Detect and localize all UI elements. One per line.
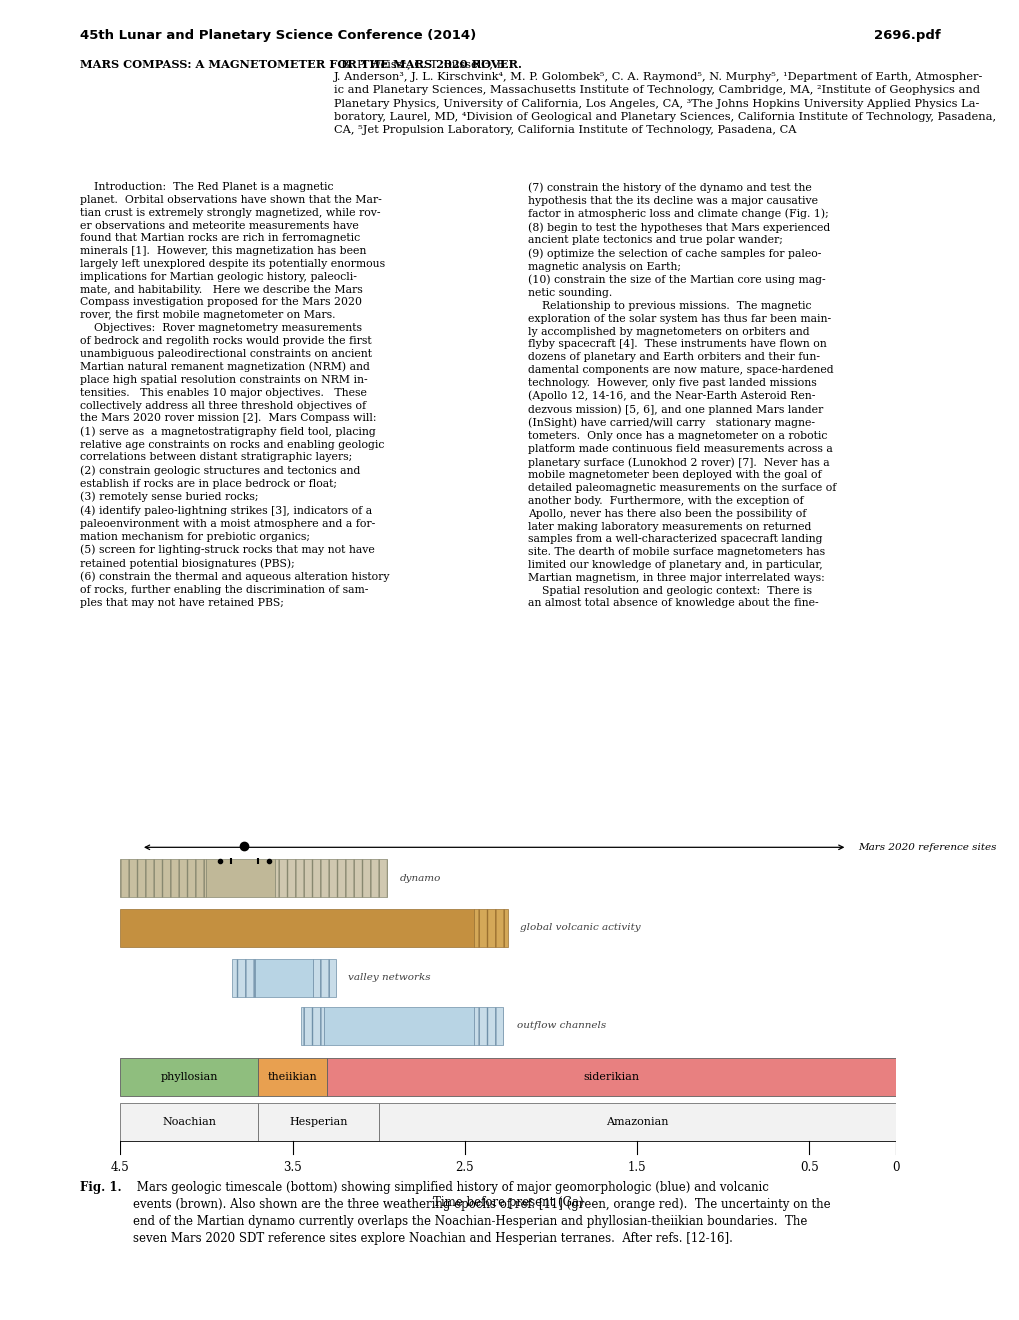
Text: siderikian: siderikian	[583, 1072, 639, 1082]
Bar	[120, 1104, 258, 1140]
Bar	[473, 909, 507, 946]
Text: 0.5: 0.5	[799, 1162, 818, 1175]
Bar	[473, 1007, 502, 1044]
Bar	[120, 909, 473, 946]
Text: 4.5: 4.5	[111, 1162, 129, 1175]
Text: Hesperian: Hesperian	[289, 1117, 347, 1127]
Bar	[120, 859, 206, 898]
Text: Noachian: Noachian	[162, 1117, 216, 1127]
Text: Mars 2020 reference sites: Mars 2020 reference sites	[857, 842, 996, 851]
Text: valley networks: valley networks	[347, 973, 430, 982]
Bar	[313, 958, 335, 997]
Text: 2.5: 2.5	[455, 1162, 474, 1175]
Text: 3.5: 3.5	[283, 1162, 302, 1175]
Bar	[232, 958, 255, 997]
Text: Time before present (Ga): Time before present (Ga)	[432, 1196, 583, 1209]
Text: theiikian: theiikian	[268, 1072, 317, 1082]
Text: 45th Lunar and Planetary Science Conference (2014): 45th Lunar and Planetary Science Confere…	[79, 29, 475, 42]
Bar	[327, 1059, 895, 1096]
Text: Amazonian: Amazonian	[605, 1117, 667, 1127]
Bar	[258, 1104, 378, 1140]
Bar	[255, 958, 313, 997]
Bar	[258, 1059, 327, 1096]
Bar	[378, 1104, 895, 1140]
Bar	[206, 859, 275, 898]
Text: outflow channels: outflow channels	[516, 1022, 605, 1031]
Text: Mars geologic timescale (bottom) showing simplified history of major geomorpholo: Mars geologic timescale (bottom) showing…	[132, 1181, 829, 1245]
Text: Introduction:  The Red Planet is a magnetic
planet.  Orbital observations have s: Introduction: The Red Planet is a magnet…	[79, 182, 388, 607]
Text: Fig. 1.: Fig. 1.	[79, 1181, 121, 1195]
Text: 2696.pdf: 2696.pdf	[873, 29, 940, 42]
Text: MARS COMPASS: A MAGNETOMETER FOR THE MARS 2020 ROVER.: MARS COMPASS: A MAGNETOMETER FOR THE MAR…	[79, 59, 521, 70]
Text: 0: 0	[891, 1162, 899, 1175]
Text: (7) constrain the history of the dynamo and test the
hypothesis that the its dec: (7) constrain the history of the dynamo …	[528, 182, 836, 609]
Bar	[301, 1007, 323, 1044]
Text: B. P. Weiss¹, C. T. Russell², B.
J. Anderson³, J. L. Kirschvink⁴, M. P. Golombek: B. P. Weiss¹, C. T. Russell², B. J. Ande…	[333, 59, 995, 135]
Text: 1.5: 1.5	[628, 1162, 646, 1175]
Text: dynamo: dynamo	[399, 874, 440, 883]
Bar	[120, 1059, 258, 1096]
Bar	[323, 1007, 473, 1044]
Bar	[275, 859, 387, 898]
Text: phyllosian: phyllosian	[160, 1072, 218, 1082]
Text: global volcanic activity: global volcanic activity	[520, 924, 640, 932]
